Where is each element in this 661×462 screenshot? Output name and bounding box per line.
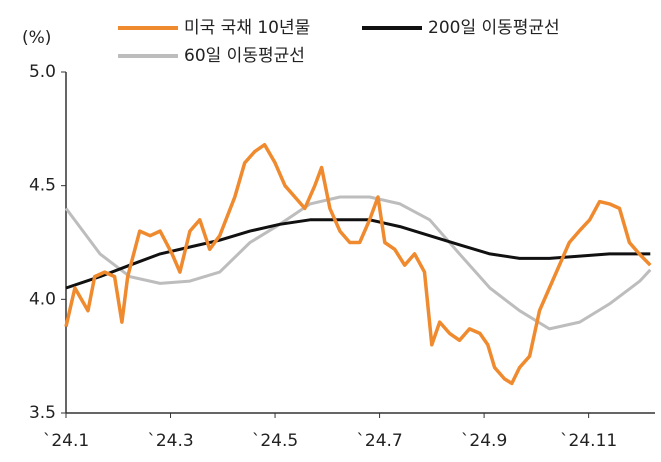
x-tick-label: `24.5 [252,431,298,451]
y-tick-label: 4.5 [29,176,56,196]
x-tick-label: `24.7 [356,431,402,451]
y-tick-label: 5.0 [29,62,56,82]
y-tick-label: 4.0 [29,289,56,309]
y-axis-label: (%) [22,28,51,48]
series-line [64,195,652,331]
y-tick-label: 3.5 [29,403,56,423]
x-tick-label: `24.3 [147,431,193,451]
legend-label: 200일 이동평균선 [428,18,560,38]
legend-label: 미국 국채 10년물 [184,18,310,38]
legend-label: 60일 이동평균선 [184,46,305,66]
x-tick-label: `24.11 [560,431,617,451]
x-tick-label: `24.9 [461,431,507,451]
x-tick-label: `24.1 [43,431,89,451]
series-line [64,142,652,386]
